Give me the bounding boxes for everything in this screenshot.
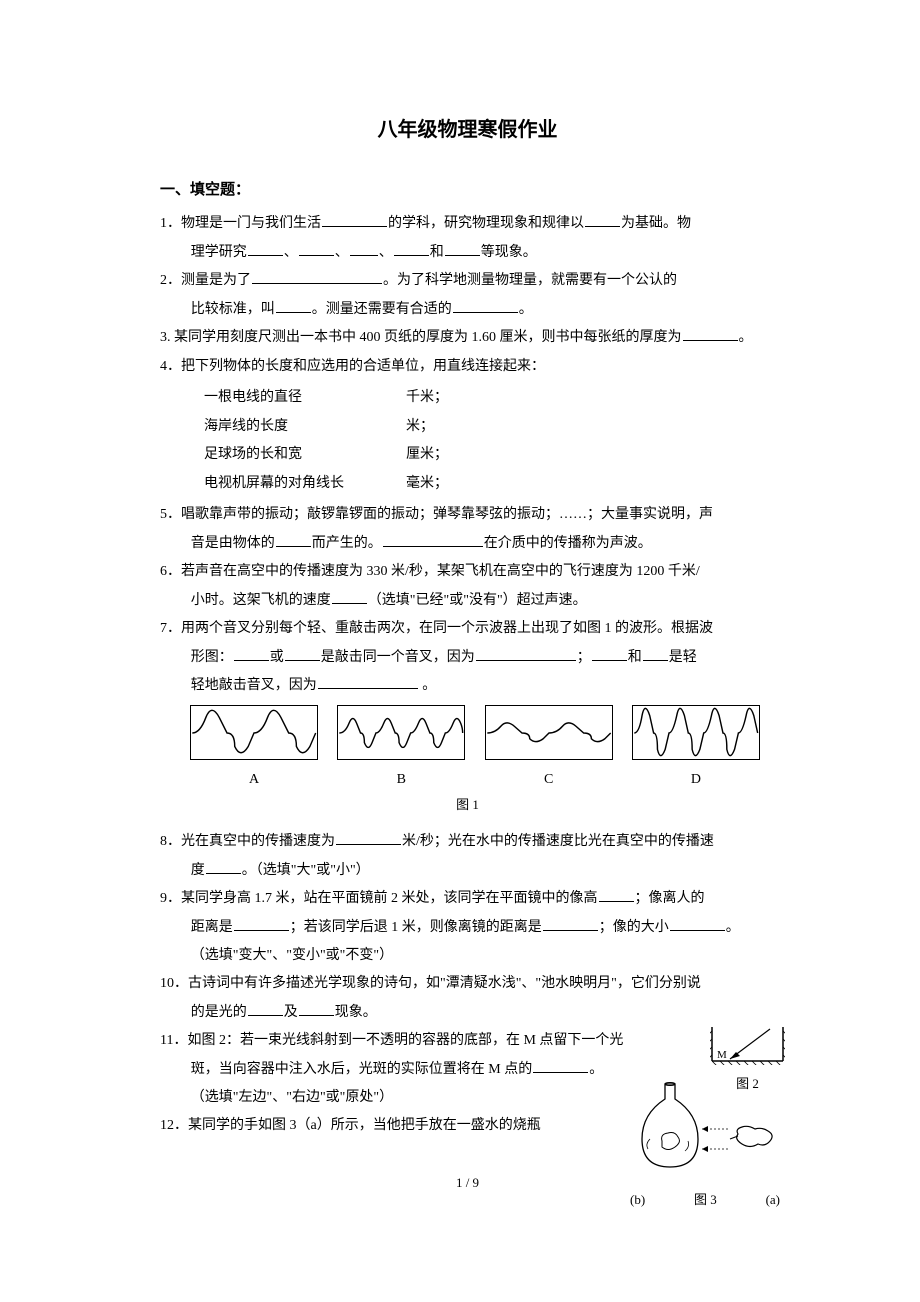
question-1: 1．物理是一门与我们生活的学科，研究物理现象和规律以为基础。物 <box>160 210 775 238</box>
page-title: 八年级物理寒假作业 <box>160 110 775 150</box>
figure-3: (b) 图 3 (a) <box>630 1079 780 1213</box>
question-11: 11．如图 2：若一束光线斜射到一不透明的容器的底部，在 M 点留下一个光 <box>160 1027 775 1055</box>
question-8-cont: 度。（选填"大"或"小"） <box>160 857 775 885</box>
question-9-cont: 距离是；若该同学后退 1 米，则像离镜的距离是；像的大小。 <box>160 914 775 942</box>
question-5: 5．唱歌靠声带的振动；敲锣靠锣面的振动；弹琴靠琴弦的振动；……；大量事实说明，声 <box>160 501 775 529</box>
question-6-cont: 小时。这架飞机的速度（选填"已经"或"没有"）超过声速。 <box>160 587 775 615</box>
question-9: 9．某同学身高 1.7 米，站在平面镜前 2 米处，该同学在平面镜中的像高；像离… <box>160 885 775 913</box>
question-5-cont: 音是由物体的而产生的。在介质中的传播称为声波。 <box>160 530 775 558</box>
fig1-caption: 图 1 <box>160 792 775 818</box>
question-7-cont2: 轻地敲击音叉，因为 。 <box>160 672 775 700</box>
wave-d: D <box>632 705 760 794</box>
matching-table: 一根电线的直径千米； 海岸线的长度米； 足球场的长和宽厘米； 电视机屏幕的对角线… <box>202 383 510 499</box>
question-9-cont2: （选填"变大"、"变小"或"不变"） <box>160 942 775 970</box>
wave-a: A <box>190 705 318 794</box>
wave-c: C <box>485 705 613 794</box>
question-2: 2．测量是为了。为了科学地测量物理量，就需要有一个公认的 <box>160 267 775 295</box>
question-7-cont1: 形图：或是敲击同一个音叉，因为；和是轻 <box>160 644 775 672</box>
wave-b: B <box>337 705 465 794</box>
svg-text:M: M <box>717 1049 727 1061</box>
question-6: 6．若声音在高空中的传播速度为 330 米/秒，某架飞机在高空中的飞行速度为 1… <box>160 558 775 586</box>
question-3: 3. 某同学用刻度尺测出一本书中 400 页纸的厚度为 1.60 厘米，则书中每… <box>160 324 775 352</box>
question-4: 4．把下列物体的长度和应选用的合适单位，用直线连接起来： <box>160 353 775 381</box>
question-8: 8．光在真空中的传播速度为米/秒；光在水中的传播速度比光在真空中的传播速 <box>160 828 775 856</box>
question-10-cont: 的是光的及现象。 <box>160 999 775 1027</box>
question-10: 10．古诗词中有许多描述光学现象的诗句，如"潭清疑水浅"、"池水映明月"，它们分… <box>160 970 775 998</box>
question-2-cont: 比较标准，叫。测量还需要有合适的。 <box>160 296 775 324</box>
question-11-12-block: M 图 2 (b) 图 3 (a) 11．如图 2：若一束光线斜射到一不 <box>160 1027 775 1140</box>
question-1-cont: 理学研究、、、和等现象。 <box>160 239 775 267</box>
question-7: 7．用两个音叉分别每个轻、重敲击两次，在同一个示波器上出现了如图 1 的波形。根… <box>160 615 775 643</box>
wave-figure-row: A B C D <box>160 700 775 794</box>
section-heading: 一、填空题： <box>160 175 775 205</box>
